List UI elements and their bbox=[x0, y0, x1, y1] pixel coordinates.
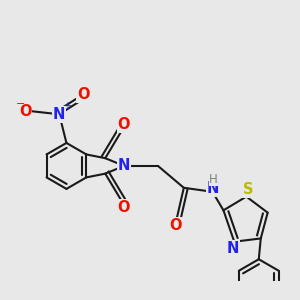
Text: S: S bbox=[243, 182, 253, 197]
Text: O: O bbox=[19, 103, 32, 118]
Text: O: O bbox=[169, 218, 182, 233]
Text: N: N bbox=[53, 107, 65, 122]
Text: O: O bbox=[77, 87, 89, 102]
Text: O: O bbox=[118, 200, 130, 215]
Text: O: O bbox=[118, 117, 130, 132]
Text: N: N bbox=[206, 181, 219, 196]
Text: N: N bbox=[118, 158, 130, 173]
Text: −: − bbox=[16, 99, 26, 109]
Text: N: N bbox=[226, 241, 239, 256]
Text: H: H bbox=[209, 172, 218, 185]
Text: +: + bbox=[63, 101, 71, 111]
